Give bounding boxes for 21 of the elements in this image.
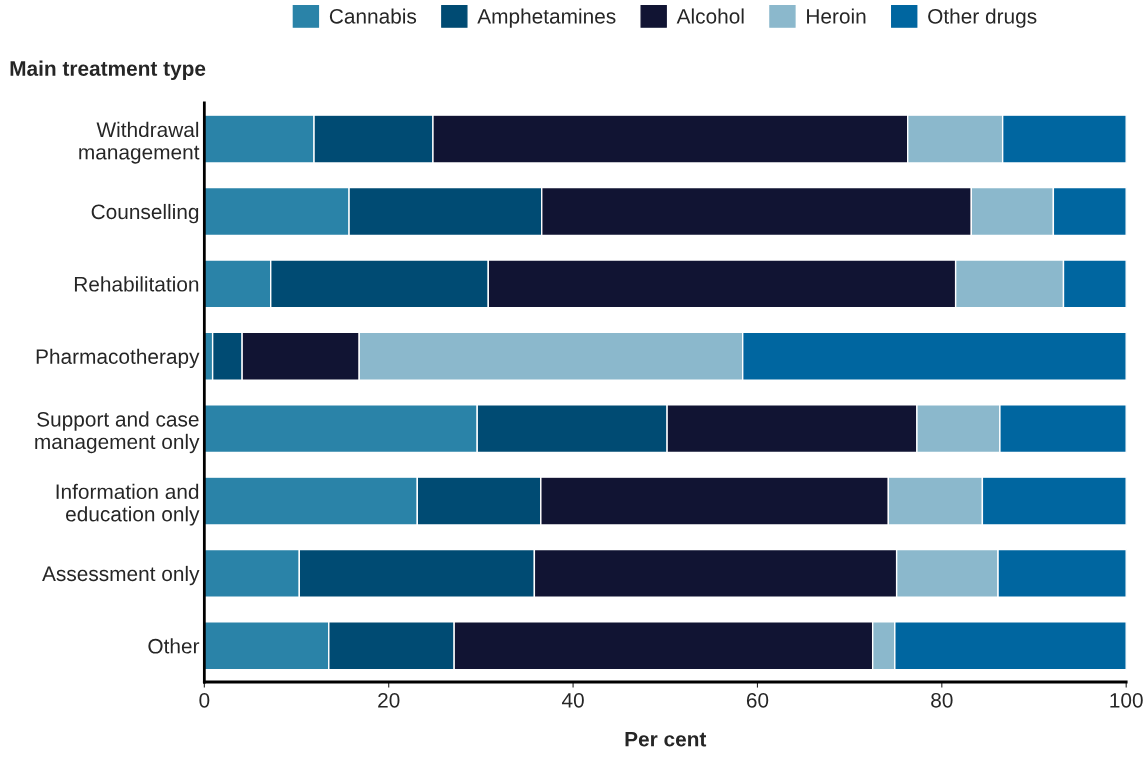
y-tick-label: Withdrawal management [79, 121, 200, 164]
x-tick-label: 20 [378, 692, 400, 708]
x-tick-label: 40 [561, 692, 584, 708]
x-tick-label: 80 [931, 692, 953, 708]
y-tick-label: Other [148, 638, 200, 654]
x-axis-title: Per cent [625, 732, 707, 747]
legend-label: Other drugs [928, 8, 1037, 28]
y-tick-label: Information and education only [56, 483, 200, 526]
x-tick-label: 0 [199, 692, 210, 708]
legend-label: Heroin [807, 8, 866, 24]
y-axis-title: Main treatment type [10, 60, 206, 81]
y-tick-label: Counselling [91, 203, 199, 224]
y-tick-label: Pharmacotherapy [36, 348, 200, 369]
legend-label: Cannabis [329, 8, 417, 24]
y-tick-label: Rehabilitation [74, 276, 199, 292]
legend-label: Alcohol [676, 8, 744, 24]
x-tick-label: 60 [746, 692, 769, 708]
y-tick-label: Assessment only [42, 565, 200, 586]
y-tick-label: Support and case management only [35, 411, 200, 454]
x-tick-label: 100 [1110, 692, 1143, 708]
legend-label: Amphetamines [477, 8, 616, 28]
